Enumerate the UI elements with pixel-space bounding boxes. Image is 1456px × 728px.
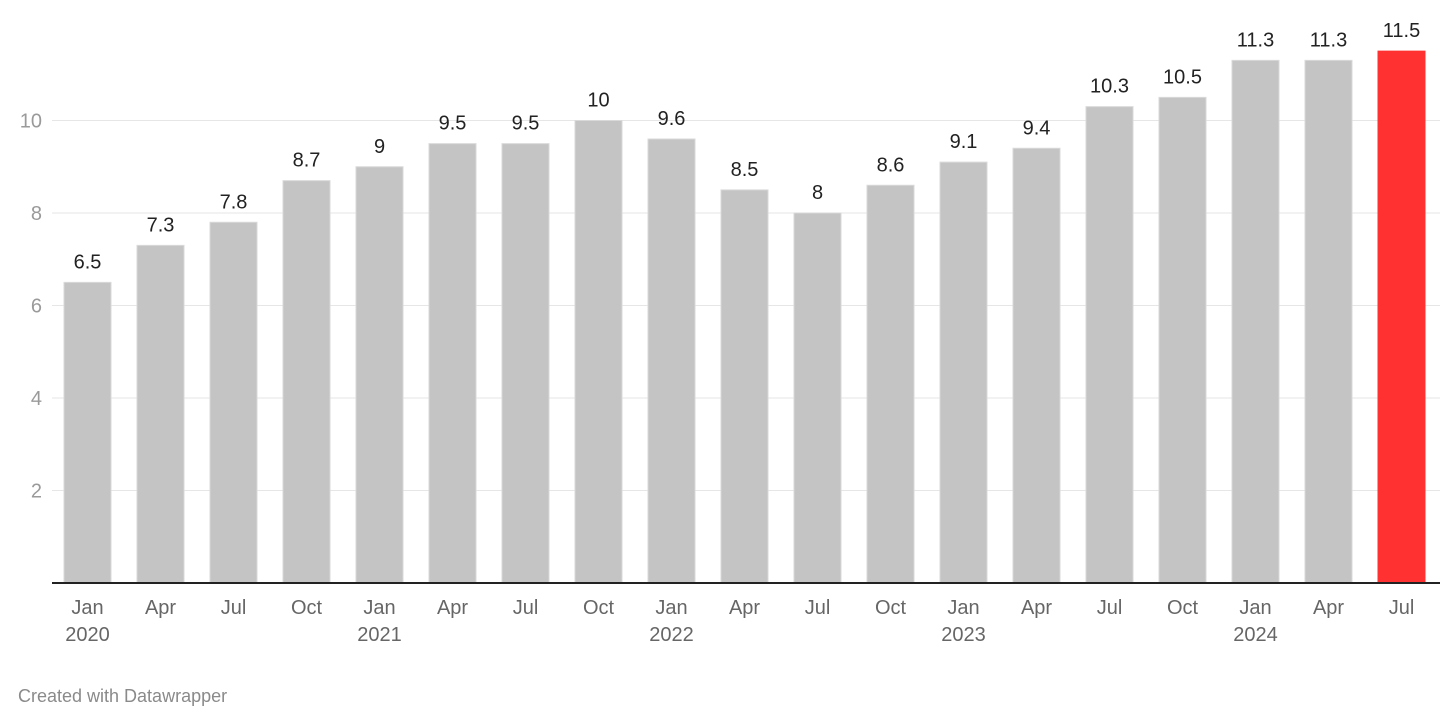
data-label: 6.5 [74,251,102,273]
x-tick-label: Apr [1313,597,1344,619]
x-tick-label: Oct [1167,597,1199,619]
x-tick-label: Jan [71,597,103,619]
x-tick-label: Oct [291,597,323,619]
data-label: 10 [587,90,609,112]
data-label: 10.5 [1163,66,1202,88]
x-tick-label: Jul [805,597,831,619]
data-label: 9.4 [1023,117,1051,139]
data-label: 8.5 [731,159,759,181]
x-tick-label: Oct [875,597,907,619]
x-tick-label: Jul [221,597,247,619]
bar [1304,59,1353,584]
y-tick-label: 10 [20,111,42,133]
bar [282,180,331,584]
data-label: 8.6 [877,154,905,176]
x-tick-label: 2024 [1233,624,1278,646]
x-tick-label: Jan [947,597,979,619]
x-tick-label: Apr [729,597,760,619]
bar [647,138,696,584]
bar [1377,50,1426,584]
data-label: 9.5 [439,113,467,135]
data-label: 11.3 [1237,29,1274,51]
data-label: 7.3 [147,214,175,236]
bar [136,244,185,584]
bar [1231,59,1280,584]
bar [428,143,477,584]
x-tick-label: 2021 [357,624,402,646]
data-label: 11.3 [1310,29,1347,51]
bars [63,50,1426,584]
bar [939,161,988,584]
y-tick-label: 8 [31,203,42,225]
data-label: 11.5 [1383,20,1420,42]
x-tick-label: Jul [1389,597,1415,619]
credit-text: Created with Datawrapper [18,686,228,706]
data-labels: 6.5 7.3 7.8 8.7 9 9.5 9.5 10 9.6 8.5 8 8.6 9.1 9.4 10.… [74,20,1421,273]
data-label: 9.6 [658,108,686,130]
x-tick-label: Jul [1097,597,1123,619]
bar [866,184,915,584]
x-tick-label: Jan [1239,597,1271,619]
bar [1158,96,1207,584]
y-axis-ticks: 2 4 6 8 10 [20,111,42,503]
y-tick-label: 6 [31,296,42,318]
x-tick-label: Apr [1021,597,1052,619]
bar [355,166,404,584]
x-tick-label: Apr [145,597,176,619]
x-tick-label: Oct [583,597,615,619]
bar [209,221,258,584]
x-tick-label: 2022 [649,624,694,646]
bar [1012,147,1061,584]
x-tick-label: Jan [655,597,687,619]
x-axis-ticks: Jan 2020 Apr Jul Oct Jan 2021 Apr Jul Oct Jan 2022 A… [65,597,1414,646]
data-label: 8.7 [293,150,321,172]
bar [574,120,623,584]
y-tick-label: 4 [31,388,42,410]
data-label: 7.8 [220,191,248,213]
data-label: 9.1 [950,131,978,153]
y-tick-label: 2 [31,481,42,503]
data-label: 8 [812,182,823,204]
bar [720,189,769,584]
data-label: 9 [374,136,385,158]
bar [501,143,550,584]
x-tick-label: 2023 [941,624,986,646]
bar [1085,106,1134,584]
x-tick-label: Apr [437,597,468,619]
x-tick-label: Jan [363,597,395,619]
x-tick-label: Jul [513,597,539,619]
data-label: 9.5 [512,113,540,135]
bar [63,281,112,584]
data-label: 10.3 [1090,76,1129,98]
x-tick-label: 2020 [65,624,110,646]
bar [793,212,842,584]
